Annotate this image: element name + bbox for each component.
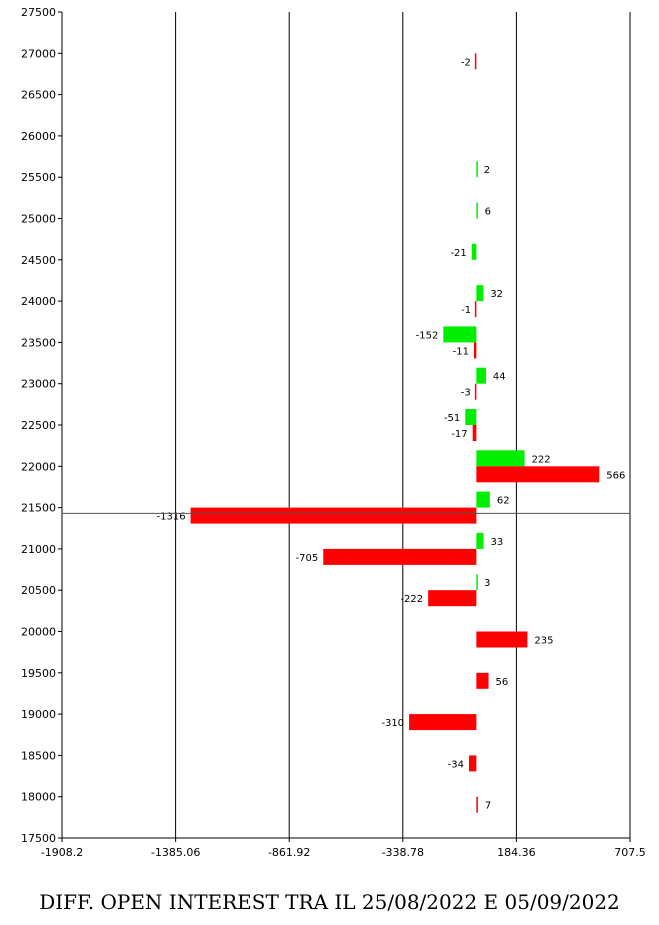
- bar-value-label: -705: [296, 553, 319, 564]
- bar: [474, 301, 477, 318]
- bar: [476, 491, 490, 508]
- bar: [468, 755, 477, 772]
- bar: [476, 161, 478, 178]
- y-tick-label: 18500: [21, 749, 56, 762]
- bar: [476, 631, 528, 648]
- bar-value-label: -152: [416, 330, 439, 341]
- y-tick-label: 23000: [21, 378, 56, 391]
- bar-value-label: -1: [461, 305, 471, 316]
- bars: 26-2132-15244-5122262333-2-1-11-3-17566-…: [157, 53, 625, 813]
- bar: [476, 285, 484, 302]
- bar-value-label: -21: [450, 248, 466, 259]
- bar-value-label: -222: [400, 594, 423, 605]
- y-tick-label: 19500: [21, 667, 56, 680]
- y-tick-label: 20000: [21, 626, 56, 639]
- bar: [472, 425, 477, 441]
- bar: [476, 202, 478, 219]
- bar: [474, 53, 477, 70]
- vertical-gridlines: [175, 12, 631, 838]
- bar: [474, 383, 477, 400]
- bar-value-label: -11: [453, 346, 469, 357]
- bar: [476, 532, 484, 549]
- bar: [190, 507, 477, 524]
- bar-value-label: 3: [484, 578, 490, 589]
- y-tick-label: 17500: [21, 832, 56, 845]
- bar-value-label: -2: [461, 57, 471, 68]
- y-tick-label: 25000: [21, 213, 56, 226]
- x-tick-label: -1385.06: [151, 846, 200, 859]
- y-tick-label: 24000: [21, 295, 56, 308]
- bar: [465, 409, 477, 425]
- bar-value-label: 56: [496, 677, 509, 688]
- bar-value-label: 566: [606, 470, 625, 481]
- bar: [476, 367, 486, 384]
- y-tick-label: 20500: [21, 584, 56, 597]
- bar-value-label: 2: [484, 165, 490, 176]
- y-tick-label: 27000: [21, 47, 56, 60]
- y-axis: 17500 18000 18500 19000 19500 20000 20500 21000…: [21, 6, 63, 845]
- chart-canvas: 17500 18000 18500 19000 19500 20000 20500 21000…: [21, 6, 646, 859]
- bar-value-label: 33: [491, 537, 504, 548]
- y-tick-label: 25500: [21, 171, 56, 184]
- bar: [476, 574, 478, 591]
- bar: [476, 450, 525, 467]
- bar: [443, 326, 477, 343]
- bar-value-label: 235: [534, 636, 553, 647]
- bar: [409, 714, 477, 731]
- bar-value-label: -1316: [157, 512, 186, 523]
- bar: [323, 548, 477, 565]
- bar-value-label: 44: [493, 372, 506, 383]
- bar-value-label: 32: [490, 289, 503, 300]
- bar: [476, 796, 478, 813]
- bar-value-label: -17: [451, 429, 467, 440]
- bar: [473, 342, 477, 359]
- x-tick-label: 707.5: [614, 846, 646, 859]
- bar-value-label: -310: [381, 718, 404, 729]
- y-tick-label: 19000: [21, 708, 56, 721]
- y-tick-label: 21000: [21, 543, 56, 556]
- bar: [428, 590, 477, 607]
- y-tick-label: 27500: [21, 6, 56, 19]
- y-tick-label: 21500: [21, 502, 56, 515]
- y-tick-label: 26000: [21, 130, 56, 143]
- bar: [476, 672, 489, 689]
- bar-value-label: -3: [461, 388, 471, 399]
- bar-value-label: -51: [444, 413, 460, 424]
- y-tick-label: 22500: [21, 419, 56, 432]
- y-tick-label: 22000: [21, 460, 56, 473]
- bar-value-label: 62: [497, 496, 510, 507]
- bar-value-label: -34: [448, 759, 464, 770]
- chart-title: DIFF. OPEN INTEREST TRA IL 25/08/2022 E …: [39, 890, 620, 914]
- bar: [476, 466, 600, 483]
- y-tick-label: 18000: [21, 791, 56, 804]
- x-tick-label: -338.78: [382, 846, 424, 859]
- bar-value-label: 7: [485, 801, 491, 812]
- x-axis: -1908.2 -1385.06 -861.92 -338.78 184.36 707.5: [41, 837, 646, 859]
- bar: [471, 243, 477, 260]
- y-tick-label: 26500: [21, 89, 56, 102]
- bar-value-label: 6: [485, 207, 491, 218]
- x-tick-label: -861.92: [268, 846, 310, 859]
- y-tick-label: 23500: [21, 336, 56, 349]
- x-tick-label: -1908.2: [41, 846, 83, 859]
- x-tick-label: 184.36: [497, 846, 536, 859]
- bar-value-label: 222: [532, 454, 551, 465]
- y-tick-label: 24500: [21, 254, 56, 267]
